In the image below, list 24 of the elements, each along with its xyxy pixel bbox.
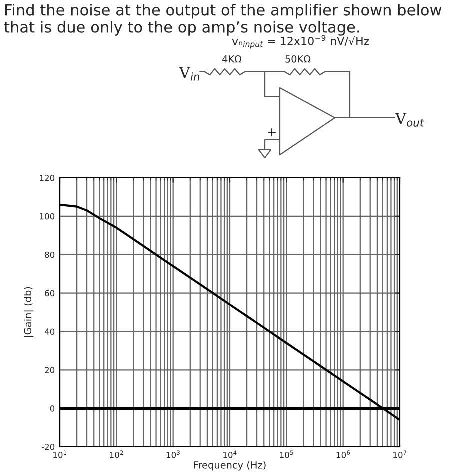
x-tick-label: 10$^{3}$ [166,450,180,458]
text: 50KΩ [286,55,311,63]
x-tick-label: 10$^{1}$ [54,450,67,458]
text: vₙ$_{input}$ = 12x10$^{−9}$ nV/√Hz [232,35,370,49]
x-tick-label: 10$^{5}$ [280,450,294,458]
text: V$_{in}$ [179,67,200,81]
y-tick-label: 80 [45,252,55,258]
y-tick-label: 60 [45,290,55,297]
y-tick-label: 100 [40,213,55,220]
text: 4KΩ [222,56,242,63]
x-tick-label: 10$^{6}$ [336,450,350,458]
x-tick-label: 10$^{7}$ [394,450,407,458]
y-tick-label: 120 [40,174,55,182]
y-tick-label: 20 [45,367,55,374]
x-axis-title: Frequency (Hz) [194,461,266,471]
x-tick-label: 10$^{4}$ [224,450,237,458]
y-tick-label: -20 [42,444,55,450]
x-tick-label: 10$^{2}$ [110,450,124,458]
y-axis-title: |Gain| (db) [24,287,34,338]
chart-title: Find the noise at the output of the amplifier shown below that is due only to the op amp’s noise voltage. [4,4,442,36]
y-tick-label: 0 [50,406,55,412]
y-tick-label: 40 [44,328,55,335]
text: + [268,128,276,136]
text: V$_{out}$ [395,113,424,127]
